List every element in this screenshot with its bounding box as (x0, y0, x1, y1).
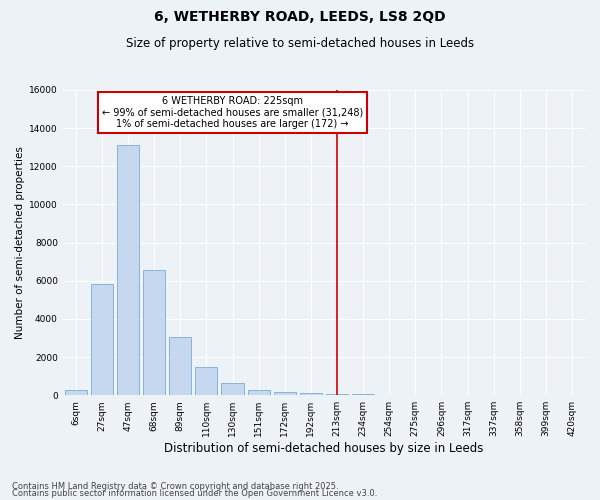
Bar (221, 384, 244, 395)
Text: 6, WETHERBY ROAD, LEEDS, LS8 2QD: 6, WETHERBY ROAD, LEEDS, LS8 2QD (154, 10, 446, 24)
Bar (326, 394, 348, 395)
Bar (143, 270, 165, 395)
Text: Contains HM Land Registry data © Crown copyright and database right 2025.: Contains HM Land Registry data © Crown c… (12, 482, 338, 491)
Text: Contains public sector information licensed under the Open Government Licence v3: Contains public sector information licen… (12, 490, 377, 498)
Bar (169, 337, 191, 395)
X-axis label: Distribution of semi-detached houses by size in Leeds: Distribution of semi-detached houses by … (164, 442, 484, 455)
Bar (274, 392, 296, 395)
Bar (300, 393, 322, 395)
Bar (91, 284, 113, 395)
Bar (117, 146, 139, 395)
Bar (195, 367, 217, 395)
Text: Size of property relative to semi-detached houses in Leeds: Size of property relative to semi-detach… (126, 38, 474, 51)
Bar (65, 390, 87, 395)
Bar (248, 390, 270, 395)
Bar (378, 394, 400, 395)
Y-axis label: Number of semi-detached properties: Number of semi-detached properties (15, 146, 25, 339)
Text: 6 WETHERBY ROAD: 225sqm
← 99% of semi-detached houses are smaller (31,248)
1% of: 6 WETHERBY ROAD: 225sqm ← 99% of semi-de… (102, 96, 363, 129)
Bar (352, 394, 374, 395)
